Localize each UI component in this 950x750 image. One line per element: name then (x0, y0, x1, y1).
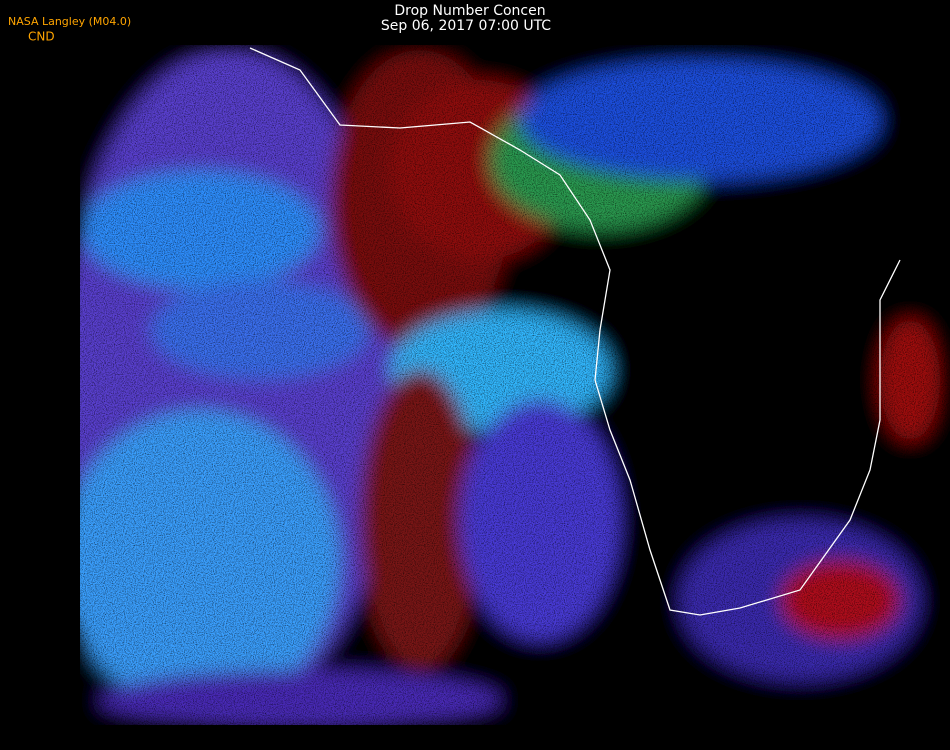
title: Drop Number Concen (394, 3, 545, 19)
subtitle: Sep 06, 2017 07:00 UTC (381, 18, 551, 34)
agency-label: NASA Langley (M04.0) (8, 15, 131, 28)
satellite-imagery (80, 45, 950, 725)
colorbar-unit: CND (28, 30, 55, 44)
